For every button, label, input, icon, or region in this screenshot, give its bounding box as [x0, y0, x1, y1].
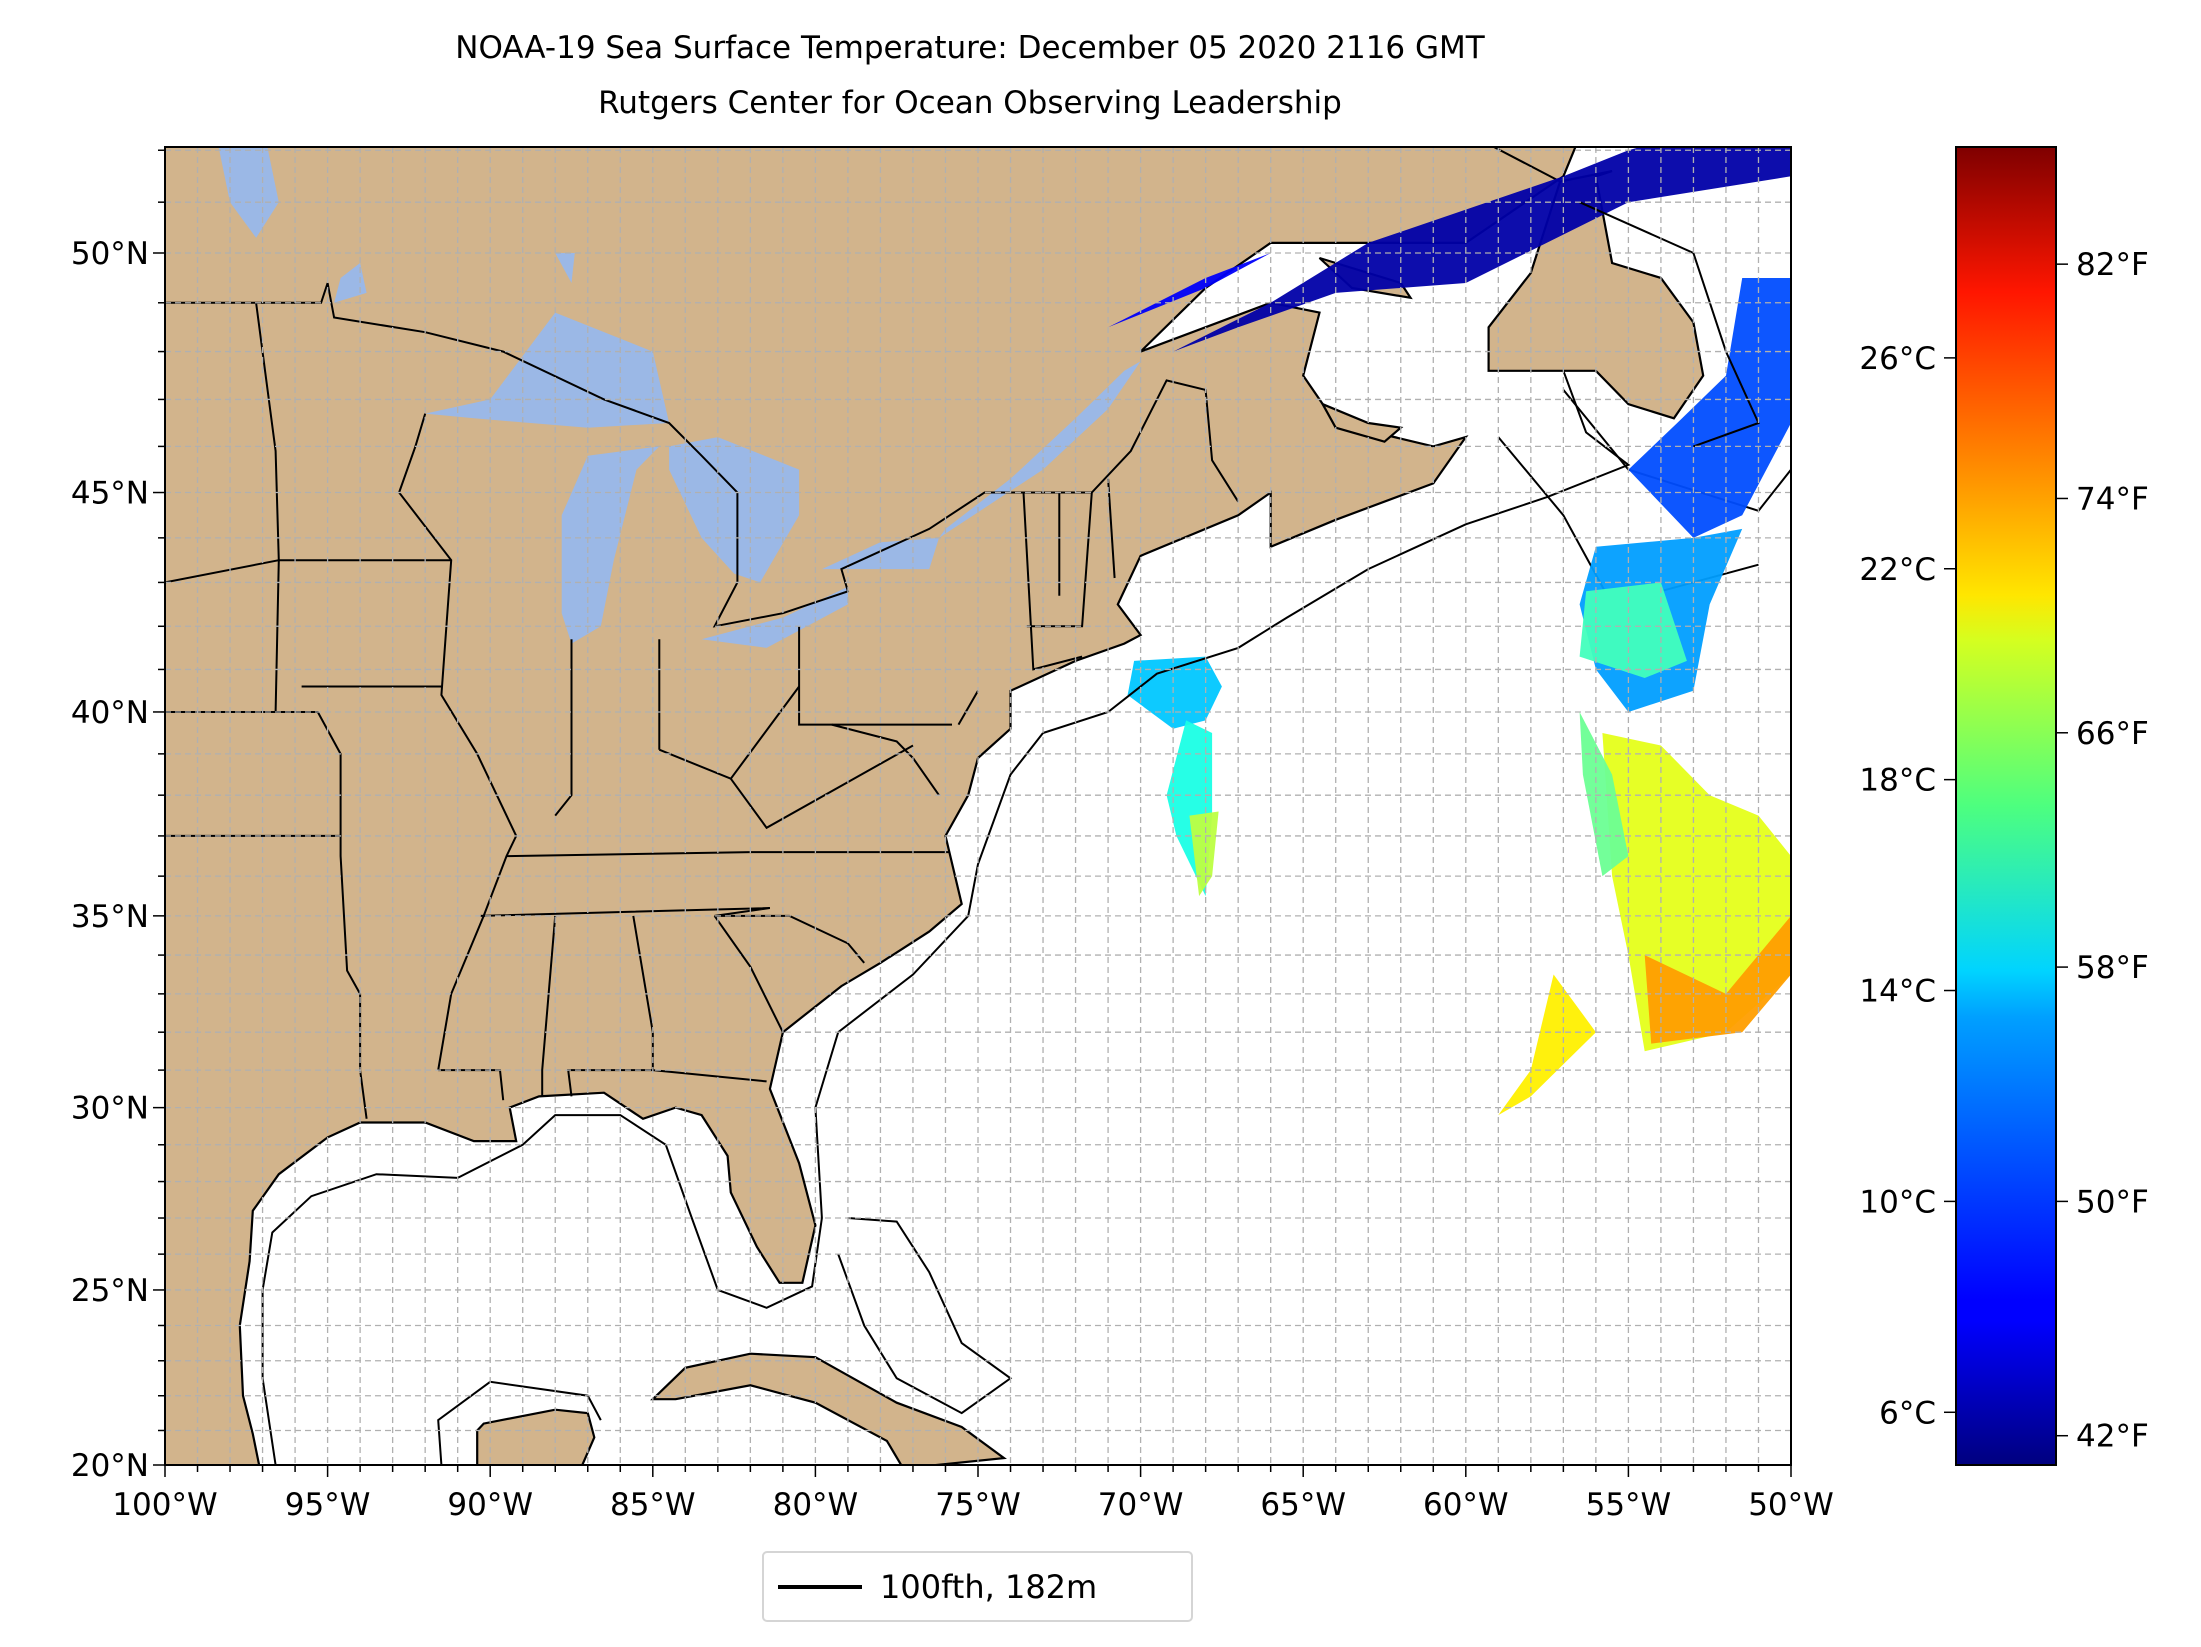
legend: 100fth, 182m: [762, 1551, 1193, 1622]
colorbar-axes: 6°C 10°C 14°C 18°C 22°C 26°C 42°F 50°F 58°F 66°F 7…: [1859, 247, 2148, 1455]
lake-polygon: [561, 446, 660, 644]
land-polygon: [1320, 401, 1404, 443]
lon-tick-label: 80°W: [773, 1487, 859, 1523]
lon-tick-label: 55°W: [1586, 1487, 1672, 1523]
lon-tick-label: 90°W: [447, 1487, 533, 1523]
lat-tick-label: 40°N: [71, 695, 149, 731]
lon-tick-label: 95°W: [285, 1487, 371, 1523]
lon-tick-label: 60°W: [1423, 1487, 1509, 1523]
border-line: [480, 907, 865, 964]
sst-patch: [1127, 656, 1222, 729]
celsius-tick-label: 22°C: [1859, 552, 1936, 588]
fahrenheit-tick-label: 74°F: [2076, 481, 2149, 517]
border-line: [165, 559, 279, 584]
border-line: [554, 639, 573, 817]
sst-patch: [1498, 974, 1596, 1116]
lat-tick-label: 20°N: [71, 1448, 149, 1484]
fahrenheit-tick-label: 66°F: [2076, 716, 2149, 752]
lake-polygon: [555, 253, 575, 283]
sst-patch: [1628, 278, 1791, 538]
celsius-tick-label: 6°C: [1879, 1395, 1936, 1431]
lon-tick-label: 70°W: [1098, 1487, 1184, 1523]
legend-line-swatch: [778, 1584, 862, 1589]
lake-polygon: [939, 361, 1141, 538]
map-axes: 100°W 95°W 90°W 85°W 80°W 75°W 70°W 65°W 60°W 55°…: [71, 149, 1834, 1523]
fahrenheit-tick-label: 82°F: [2076, 247, 2149, 283]
sst-patch: [1579, 712, 1629, 877]
border-line: [1491, 147, 1561, 183]
land-polygon: [1487, 170, 1705, 420]
land-polygon: [1027, 1467, 1092, 1483]
lon-tick-label: 100°W: [112, 1487, 217, 1523]
sst-patch: [1189, 811, 1219, 897]
border-line: [652, 1069, 767, 1083]
border-line: [957, 690, 979, 726]
border-line: [541, 915, 557, 1097]
border-line: [798, 626, 952, 726]
map-area: [165, 147, 1791, 1483]
lake-polygon: [334, 263, 367, 303]
lon-tick-label: 65°W: [1260, 1487, 1346, 1523]
border-line: [713, 915, 784, 1033]
lon-tick-label: 50°W: [1748, 1487, 1834, 1523]
lat-tick-label: 50°N: [71, 236, 149, 272]
celsius-tick-label: 10°C: [1859, 1184, 1936, 1220]
celsius-tick-label: 26°C: [1859, 341, 1936, 377]
celsius-tick-label: 18°C: [1859, 763, 1936, 799]
lake-polygon: [701, 586, 848, 648]
land-polygon: [165, 147, 1577, 1465]
fahrenheit-tick-label: 50°F: [2076, 1184, 2149, 1220]
land-polygon: [650, 1352, 1007, 1465]
colorbar: [1955, 146, 2057, 1466]
legend-label: 100fth, 182m: [880, 1567, 1098, 1606]
lat-tick-label: 35°N: [71, 899, 149, 935]
border-line: [165, 282, 1240, 628]
lake-polygon: [218, 147, 279, 238]
lat-tick-label: 25°N: [71, 1273, 149, 1309]
lake-polygon: [821, 537, 939, 570]
sst-patch: [1579, 582, 1687, 678]
sst-patch: [1644, 915, 1791, 1044]
fahrenheit-tick-label: 58°F: [2076, 950, 2149, 986]
lat-tick-label: 30°N: [71, 1091, 149, 1127]
lat-tick-label: 45°N: [71, 476, 149, 512]
lon-tick-label: 85°W: [610, 1487, 696, 1523]
sst-patch: [1108, 253, 1271, 328]
chart-title: NOAA-19 Sea Surface Temperature: Decembe…: [455, 30, 1485, 66]
land-polygon: [476, 1408, 596, 1465]
fahrenheit-tick-label: 42°F: [2076, 1419, 2149, 1455]
border-line: [729, 744, 914, 830]
lon-tick-label: 75°W: [935, 1487, 1021, 1523]
border-line: [1022, 492, 1083, 671]
lake-polygon: [669, 437, 800, 583]
sst-patch: [1173, 147, 1791, 352]
celsius-tick-label: 14°C: [1859, 974, 1936, 1010]
border-line: [831, 723, 940, 796]
chart-subtitle: Rutgers Center for Ocean Observing Leade…: [598, 85, 1342, 121]
border-line: [1107, 478, 1116, 579]
